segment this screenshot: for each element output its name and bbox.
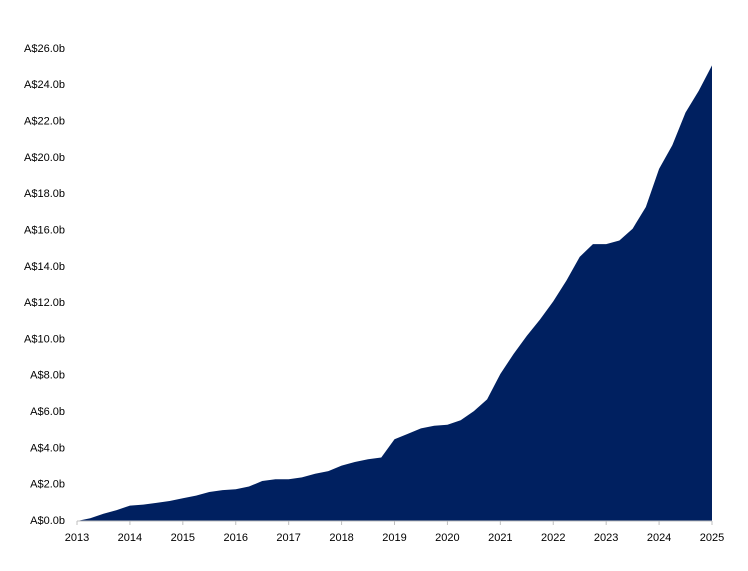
y-tick-label: A$12.0b [24,297,65,309]
x-tick-label: 2018 [329,532,353,544]
x-tick-label: 2019 [382,532,406,544]
x-tick-label: 2025 [700,532,724,544]
y-tick-label: A$0.0b [30,515,65,527]
x-tick-label: 2024 [647,532,671,544]
x-tick-label: 2014 [118,532,142,544]
y-tick-label: A$14.0b [24,261,65,273]
y-tick-label: A$24.0b [24,79,65,91]
x-tick-label: 2022 [541,532,565,544]
x-tick-label: 2013 [65,532,89,544]
y-tick-label: A$16.0b [24,224,65,236]
x-tick-label: 2016 [224,532,248,544]
y-tick-label: A$8.0b [30,370,65,382]
y-tick-label: A$26.0b [24,43,65,55]
y-tick-label: A$18.0b [24,188,65,200]
x-tick-label: 2021 [488,532,512,544]
y-tick-label: A$2.0b [30,479,65,491]
x-tick-label: 2023 [594,532,618,544]
area [77,65,712,521]
x-tick-label: 2020 [435,532,459,544]
y-tick-label: A$10.0b [24,333,65,345]
y-tick-label: A$20.0b [24,152,65,164]
y-tick-label: A$6.0b [30,406,65,418]
y-tick-label: A$4.0b [30,442,65,454]
x-tick-label: 2015 [171,532,195,544]
y-tick-label: A$22.0b [24,116,65,128]
x-tick-label: 2017 [276,532,300,544]
